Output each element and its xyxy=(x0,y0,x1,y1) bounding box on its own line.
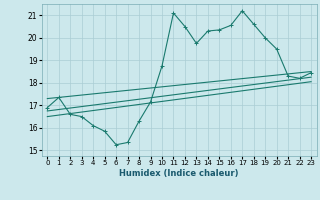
X-axis label: Humidex (Indice chaleur): Humidex (Indice chaleur) xyxy=(119,169,239,178)
